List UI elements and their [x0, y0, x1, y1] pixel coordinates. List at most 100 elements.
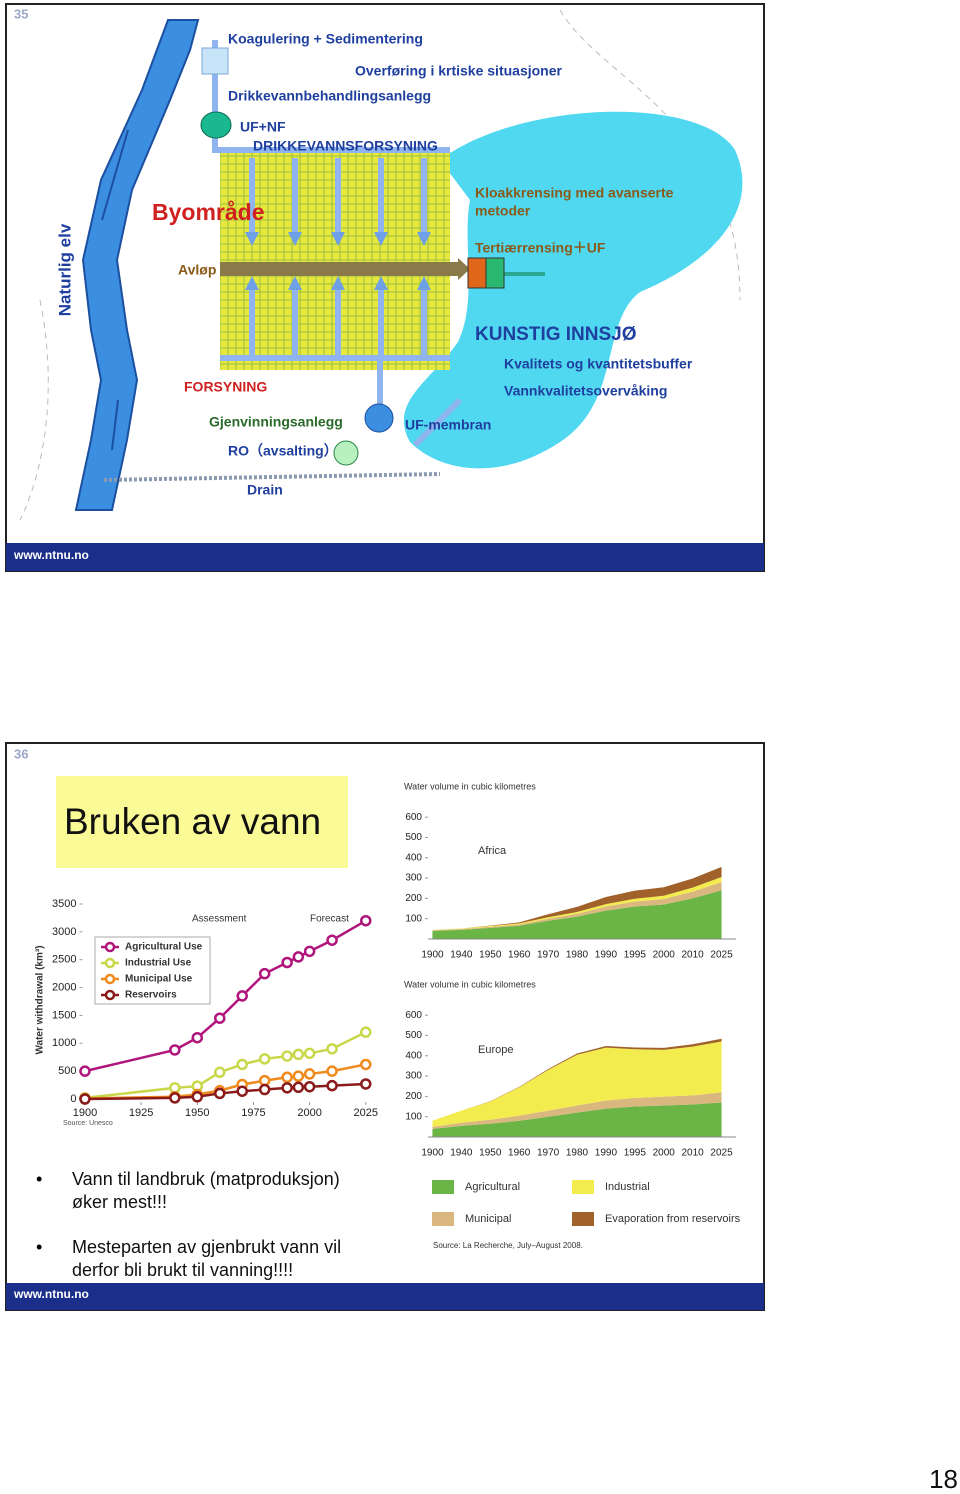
- bullet: •: [36, 1237, 42, 1257]
- label: UF-membran: [405, 417, 491, 433]
- pipes: [212, 40, 463, 448]
- y-tick-label: 400: [405, 1050, 422, 1061]
- point: [326, 934, 338, 946]
- point: [236, 1058, 248, 1071]
- legend-swatch: [104, 973, 116, 985]
- point: [292, 1048, 305, 1061]
- y-tick-label: 1500: [52, 1009, 76, 1021]
- uf-membrane: [364, 403, 394, 433]
- x-tick-label: 2000: [653, 1148, 676, 1159]
- uf-unit: [200, 111, 232, 139]
- y-axis-title: Water volume in cubic kilometres: [404, 979, 536, 989]
- label: FORSYNING: [184, 379, 267, 395]
- label: RO（avsalting）: [228, 443, 338, 459]
- river-flow: [101, 129, 129, 451]
- x-tick-label: 1950: [185, 1107, 209, 1119]
- treatment-unit: [467, 257, 487, 289]
- x-tick-label: 2025: [710, 950, 733, 961]
- legend-swatch: [104, 989, 116, 1001]
- point: [360, 914, 372, 927]
- slide-title: Bruken av vann: [64, 801, 321, 842]
- point: [236, 1085, 248, 1097]
- x-tick-label: 1995: [624, 950, 647, 961]
- drain-pipe: [103, 472, 441, 482]
- decor: [19, 9, 741, 521]
- point: [360, 1058, 372, 1071]
- point: [303, 1047, 316, 1060]
- slide-number: 35: [14, 6, 28, 21]
- label: UF+NF: [240, 119, 286, 135]
- point: [303, 945, 316, 958]
- region-label: Africa: [478, 845, 507, 857]
- legend-swatch: [432, 1212, 454, 1226]
- point: [281, 1071, 293, 1084]
- point: [258, 1074, 271, 1087]
- point: [326, 1065, 338, 1077]
- x-tick-label: 1900: [421, 1148, 444, 1159]
- point: [303, 1068, 316, 1080]
- label: Kvalitets og kvantitetsbuffer: [504, 356, 693, 372]
- label: Tertiærrensing＋UF: [475, 240, 606, 256]
- label: Gjenvinningsanlegg: [209, 414, 343, 430]
- y-tick-label: 100: [405, 913, 422, 924]
- legend-label: Agricultural Use: [125, 942, 203, 953]
- slide-number: 36: [14, 746, 28, 761]
- x-tick-label: 2010: [682, 950, 705, 961]
- region-label: Europe: [478, 1044, 513, 1056]
- x-tick-label: 1940: [450, 1148, 473, 1159]
- x-tick-label: 1940: [450, 950, 473, 961]
- footer-band: [6, 543, 764, 571]
- point: [79, 1065, 91, 1077]
- legend-label: Municipal Use: [125, 974, 193, 985]
- y-tick-label: 1000: [52, 1037, 76, 1049]
- sewer-pipe: [220, 262, 460, 276]
- point: [258, 1083, 271, 1096]
- legend-label: Agricultural: [465, 1181, 520, 1193]
- label: metoder: [475, 203, 531, 219]
- y-tick-label: 600: [405, 1010, 422, 1021]
- x-tick-label: 1980: [566, 1148, 589, 1159]
- arrowhead: [458, 258, 470, 280]
- label: KUNSTIG INNSJØ: [475, 324, 637, 345]
- slide-36: 36 Bruken av vann • Vann til landbruk (m…: [5, 742, 765, 1311]
- point: [214, 1012, 226, 1024]
- footer-url: www.ntnu.no: [13, 548, 89, 562]
- point: [169, 1092, 181, 1104]
- point: [214, 1066, 226, 1079]
- x-tick-label: 2025: [710, 1148, 733, 1159]
- y-axis-title: Water withdrawal (km³): [35, 945, 46, 1054]
- y-tick-label: 400: [405, 852, 422, 863]
- point: [292, 1081, 305, 1094]
- y-tick-label: 0: [70, 1093, 76, 1105]
- x-tick-label: 1960: [508, 950, 531, 961]
- point: [191, 1091, 204, 1103]
- x-tick-label: 1990: [595, 1148, 618, 1159]
- river: [74, 19, 200, 511]
- area: [432, 1102, 722, 1137]
- x-tick-label: 1950: [479, 950, 502, 961]
- point: [281, 956, 293, 969]
- point: [303, 1080, 316, 1093]
- x-tick-label: 2000: [297, 1107, 321, 1119]
- y-tick-label: 100: [405, 1111, 422, 1122]
- y-tick-label: 300: [405, 1071, 422, 1082]
- point: [169, 1082, 181, 1094]
- area: [432, 1092, 722, 1129]
- label: Drain: [247, 482, 283, 498]
- y-tick-label: 2000: [52, 981, 76, 993]
- arrowheads: [245, 232, 431, 290]
- bullet-text: øker mest!!!: [72, 1192, 167, 1212]
- x-tick-label: 1950: [479, 1148, 502, 1159]
- bullet-text: Mesteparten av gjenbrukt vann vil: [72, 1237, 341, 1257]
- legend-swatch: [104, 941, 116, 953]
- label: Koagulering + Sedimentering: [228, 31, 423, 47]
- x-tick-label: 1990: [595, 950, 618, 961]
- legend-swatch: [432, 1180, 454, 1194]
- title-box: [56, 776, 348, 868]
- treatment-box: [201, 47, 229, 75]
- x-tick-label: 2010: [682, 1148, 705, 1159]
- point: [326, 1043, 338, 1055]
- bullet: •: [36, 1169, 42, 1189]
- point: [79, 1093, 91, 1105]
- point: [236, 990, 248, 1002]
